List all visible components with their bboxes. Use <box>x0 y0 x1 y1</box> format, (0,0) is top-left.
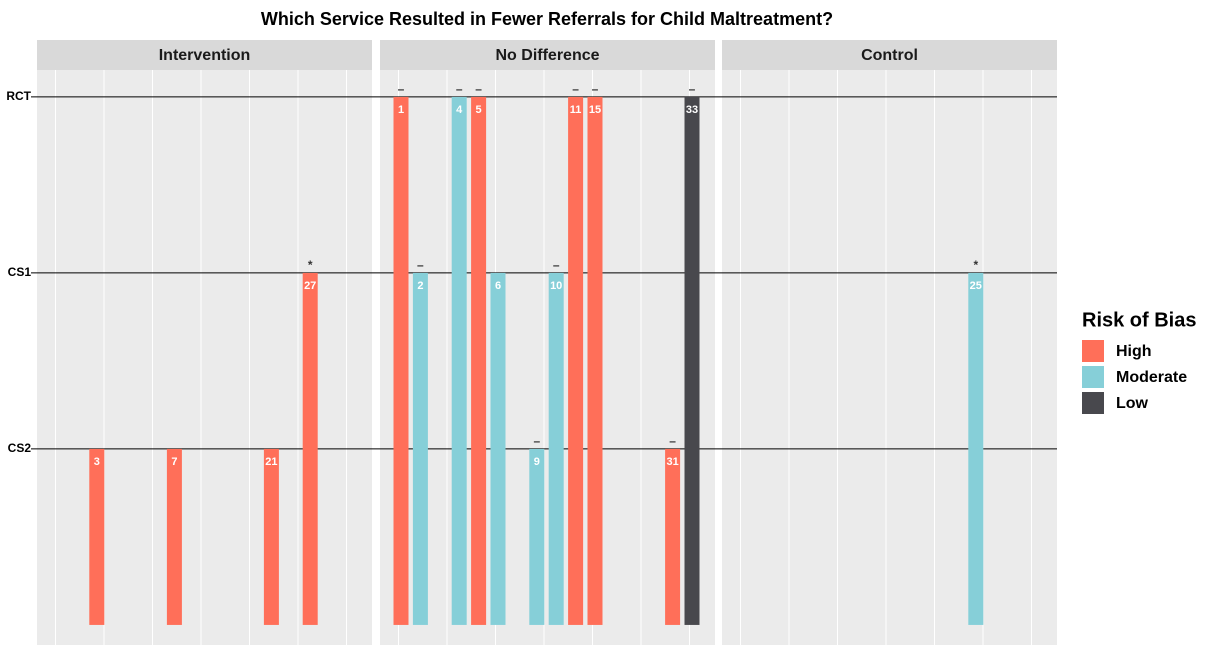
bar <box>568 96 584 625</box>
bar <box>665 448 681 625</box>
bar-marker: – <box>553 258 560 272</box>
bar-marker: * <box>308 258 313 272</box>
strip <box>722 40 1057 70</box>
legend-label: Low <box>1116 395 1149 412</box>
y-tick-label: RCT <box>6 89 31 103</box>
bar-label: 1 <box>398 104 404 116</box>
bar-label: 25 <box>970 280 982 292</box>
strip-label: No Difference <box>495 47 599 64</box>
bar-label: 9 <box>534 456 540 468</box>
bar <box>393 96 409 625</box>
bar-marker: – <box>592 82 599 96</box>
bar-label: 31 <box>666 456 678 468</box>
panel <box>380 70 715 645</box>
bar-label: 33 <box>686 104 698 116</box>
bar-marker: – <box>398 82 405 96</box>
bar <box>89 448 105 625</box>
bar-label: 7 <box>171 456 177 468</box>
bar <box>412 272 428 625</box>
bar <box>684 96 700 625</box>
bar-marker: – <box>475 82 482 96</box>
legend-label: High <box>1116 343 1152 360</box>
legend-label: Moderate <box>1116 369 1187 386</box>
strip-label: Control <box>861 47 918 64</box>
bar-label: 15 <box>589 104 601 116</box>
bar <box>471 96 487 625</box>
bar <box>166 448 182 625</box>
bar <box>451 96 467 625</box>
strip <box>37 40 372 70</box>
bar-label: 10 <box>550 280 562 292</box>
panel <box>37 70 372 645</box>
bar-marker: – <box>572 82 579 96</box>
bar-label: 3 <box>94 456 100 468</box>
bar <box>490 272 506 625</box>
bar-label: 5 <box>476 104 482 116</box>
bar <box>263 448 279 625</box>
bar-label: 27 <box>304 280 316 292</box>
legend-key <box>1082 392 1104 414</box>
chart-title: Which Service Resulted in Fewer Referral… <box>261 9 833 29</box>
bar <box>587 96 603 625</box>
legend-key <box>1082 340 1104 362</box>
panel <box>722 70 1057 645</box>
bar-label: 6 <box>495 280 501 292</box>
bar-label: 21 <box>265 456 277 468</box>
bar-label: 2 <box>417 280 423 292</box>
bar-marker: – <box>533 434 540 448</box>
y-tick-label: CS1 <box>8 265 32 279</box>
bar <box>529 448 545 625</box>
bar-marker: * <box>973 258 978 272</box>
y-tick-label: CS2 <box>8 441 32 455</box>
bar-label: 11 <box>570 104 582 116</box>
legend-key <box>1082 366 1104 388</box>
bar-marker: – <box>417 258 424 272</box>
bar-marker: – <box>669 434 676 448</box>
bar-marker: – <box>456 82 463 96</box>
bar <box>968 272 984 625</box>
bar <box>302 272 318 625</box>
strip <box>380 40 715 70</box>
strip-label: Intervention <box>159 47 251 64</box>
bar-marker: – <box>689 82 696 96</box>
bar-label: 4 <box>456 104 463 116</box>
legend-title: Risk of Bias <box>1082 309 1196 331</box>
bar <box>548 272 564 625</box>
